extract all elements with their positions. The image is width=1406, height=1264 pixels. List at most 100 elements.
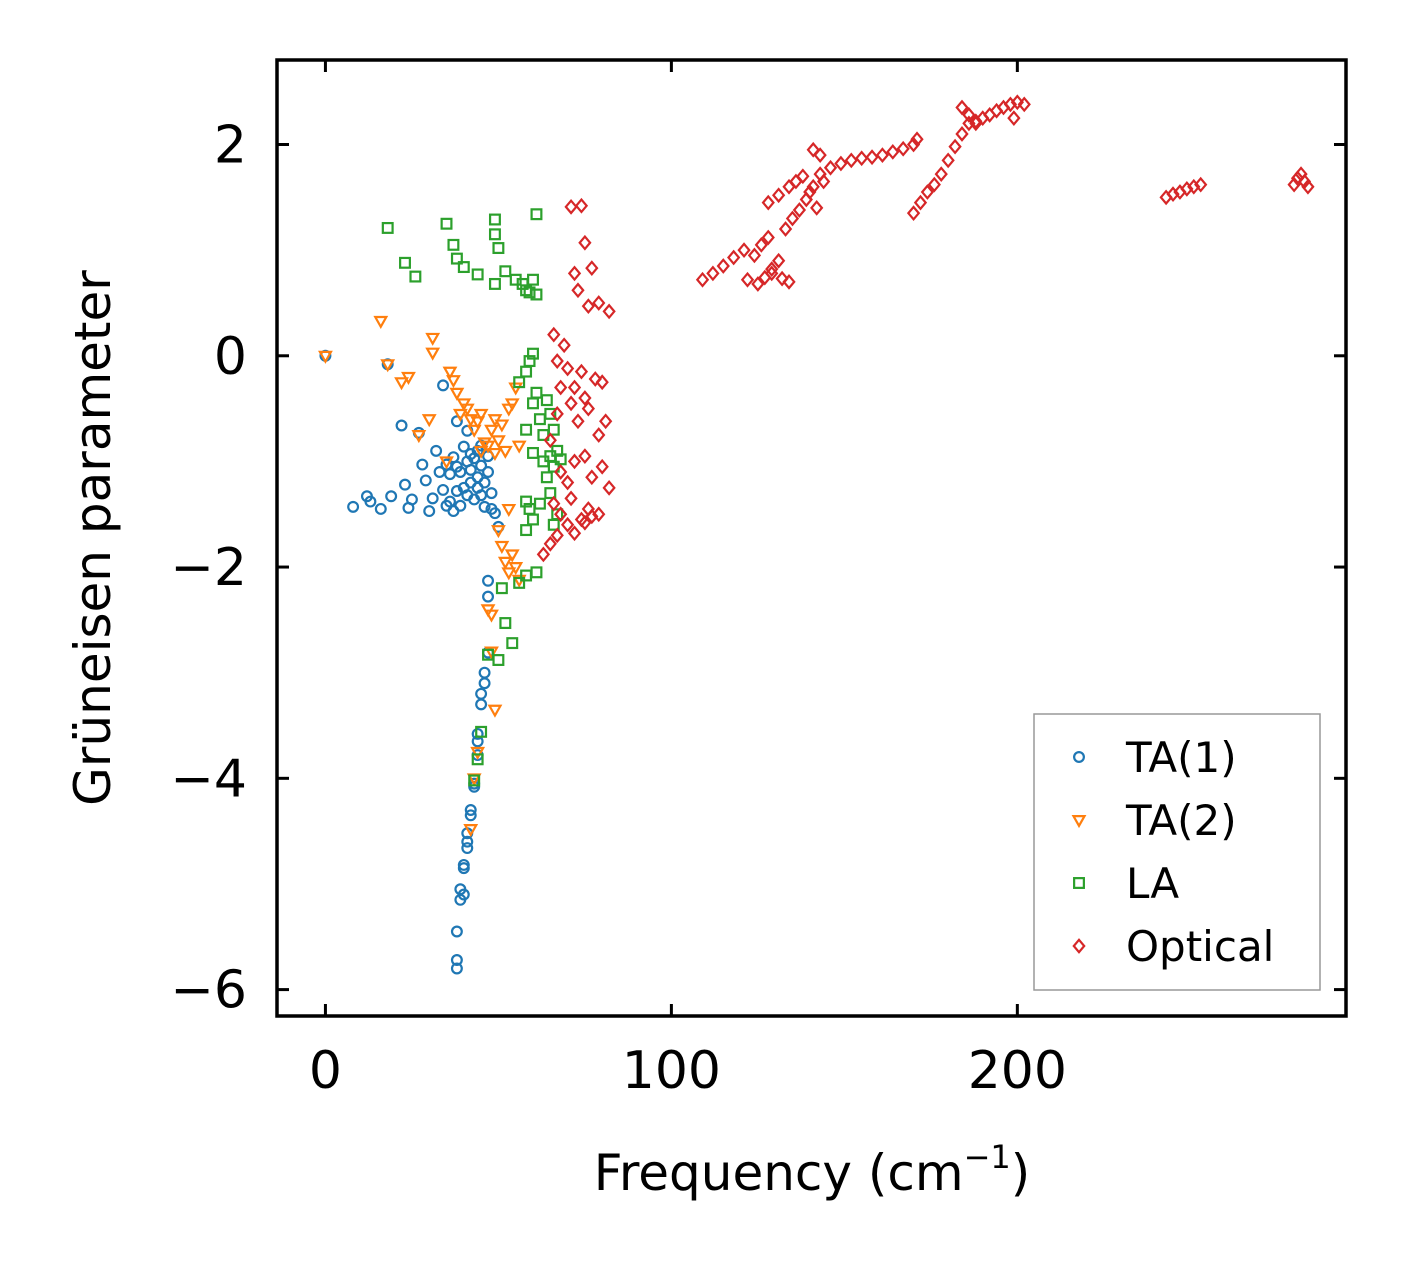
data-point: [419, 474, 432, 487]
data-point: [450, 415, 463, 428]
data-point: [747, 247, 762, 264]
data-point: [499, 617, 512, 630]
legend-entries: TA(1) TA(2) LA Optical: [1071, 733, 1274, 971]
x-axis-label-main: Frequency (cm: [594, 1144, 964, 1202]
data-point: [560, 474, 575, 491]
data-point: [536, 546, 551, 563]
data-point: [554, 379, 568, 396]
data-point: [564, 198, 578, 215]
legend-entry: LA: [1073, 859, 1179, 908]
data-point: [425, 347, 441, 361]
axis-ticks: 0 100 200 2 0 −2 −4 −6: [170, 60, 1346, 1101]
data-point: [1180, 180, 1194, 197]
x-tick-label: 0: [309, 1041, 342, 1101]
data-point: [468, 774, 481, 787]
data-point: [423, 505, 436, 518]
data-point: [473, 408, 489, 422]
data-point: [450, 485, 463, 497]
data-point: [527, 273, 539, 286]
data-point: [695, 271, 710, 288]
data-point: [450, 925, 463, 938]
data-point: [540, 471, 553, 484]
data-point: [595, 374, 609, 391]
data-point: [482, 590, 495, 603]
data-point: [520, 423, 533, 436]
data-point: [421, 414, 437, 428]
data-point: [751, 276, 765, 292]
data-point: [405, 493, 418, 506]
data-point: [471, 753, 484, 766]
data-point: [426, 492, 439, 505]
data-point: [886, 144, 900, 160]
data-point: [771, 187, 786, 204]
data-point: [543, 432, 557, 449]
data-point: [706, 265, 720, 282]
data-point: [478, 476, 491, 489]
data-point: [578, 514, 592, 531]
data-point: [477, 437, 492, 451]
data-point: [488, 507, 501, 520]
data-point: [567, 453, 582, 470]
data-point: [955, 126, 969, 142]
data-point: [464, 463, 477, 476]
data-point: [550, 527, 564, 544]
data-point: [457, 862, 470, 875]
data-point: [399, 256, 411, 269]
data-point: [823, 159, 838, 176]
data-point: [1187, 178, 1201, 195]
y-tick-label: −2: [170, 538, 247, 598]
data-point: [1007, 110, 1021, 126]
data-point: [564, 395, 578, 412]
data-point: [540, 394, 553, 407]
data-point: [547, 495, 561, 512]
data-point: [544, 407, 557, 420]
data-point: [585, 508, 599, 525]
data-point: [440, 217, 453, 230]
data-point: [578, 234, 592, 251]
data-point: [490, 525, 506, 539]
data-point: [740, 271, 755, 288]
data-point: [482, 466, 495, 478]
data-point: [470, 416, 486, 430]
data-point: [442, 366, 458, 380]
data-point: [875, 147, 890, 163]
data-point: [547, 423, 560, 436]
data-point: [411, 430, 427, 444]
data-point: [1017, 96, 1031, 113]
data-point: [550, 405, 564, 422]
data-point: [504, 398, 520, 412]
data-point: [490, 435, 506, 449]
data-point: [550, 353, 564, 369]
data-point: [602, 303, 616, 320]
data-point: [813, 147, 827, 163]
data-point: [511, 440, 527, 454]
data-point: [454, 499, 467, 512]
data-point: [716, 258, 730, 274]
data-point: [782, 273, 796, 290]
data-point: [896, 140, 910, 157]
data-point: [585, 469, 599, 486]
y-tick-label: −6: [170, 961, 247, 1021]
data-point: [527, 446, 539, 459]
data-point: [380, 359, 396, 373]
data-point: [475, 459, 488, 472]
data-point: [450, 962, 463, 975]
y-axis-label: Grüneisen parameter: [64, 270, 122, 806]
data-point: [482, 574, 495, 587]
data-point: [754, 236, 768, 253]
data-point: [761, 194, 775, 211]
data-point: [485, 487, 498, 500]
data-point: [461, 835, 474, 848]
data-point: [803, 184, 817, 200]
data-point: [459, 403, 475, 417]
data-point: [520, 495, 533, 508]
data-point: [775, 270, 789, 287]
data-point: [560, 516, 575, 533]
data-point: [466, 424, 482, 438]
data-point: [508, 562, 524, 576]
data-point: [501, 503, 517, 518]
legend-marker: [1073, 751, 1085, 763]
data-point: [530, 288, 543, 301]
legend-marker: [1072, 938, 1086, 954]
